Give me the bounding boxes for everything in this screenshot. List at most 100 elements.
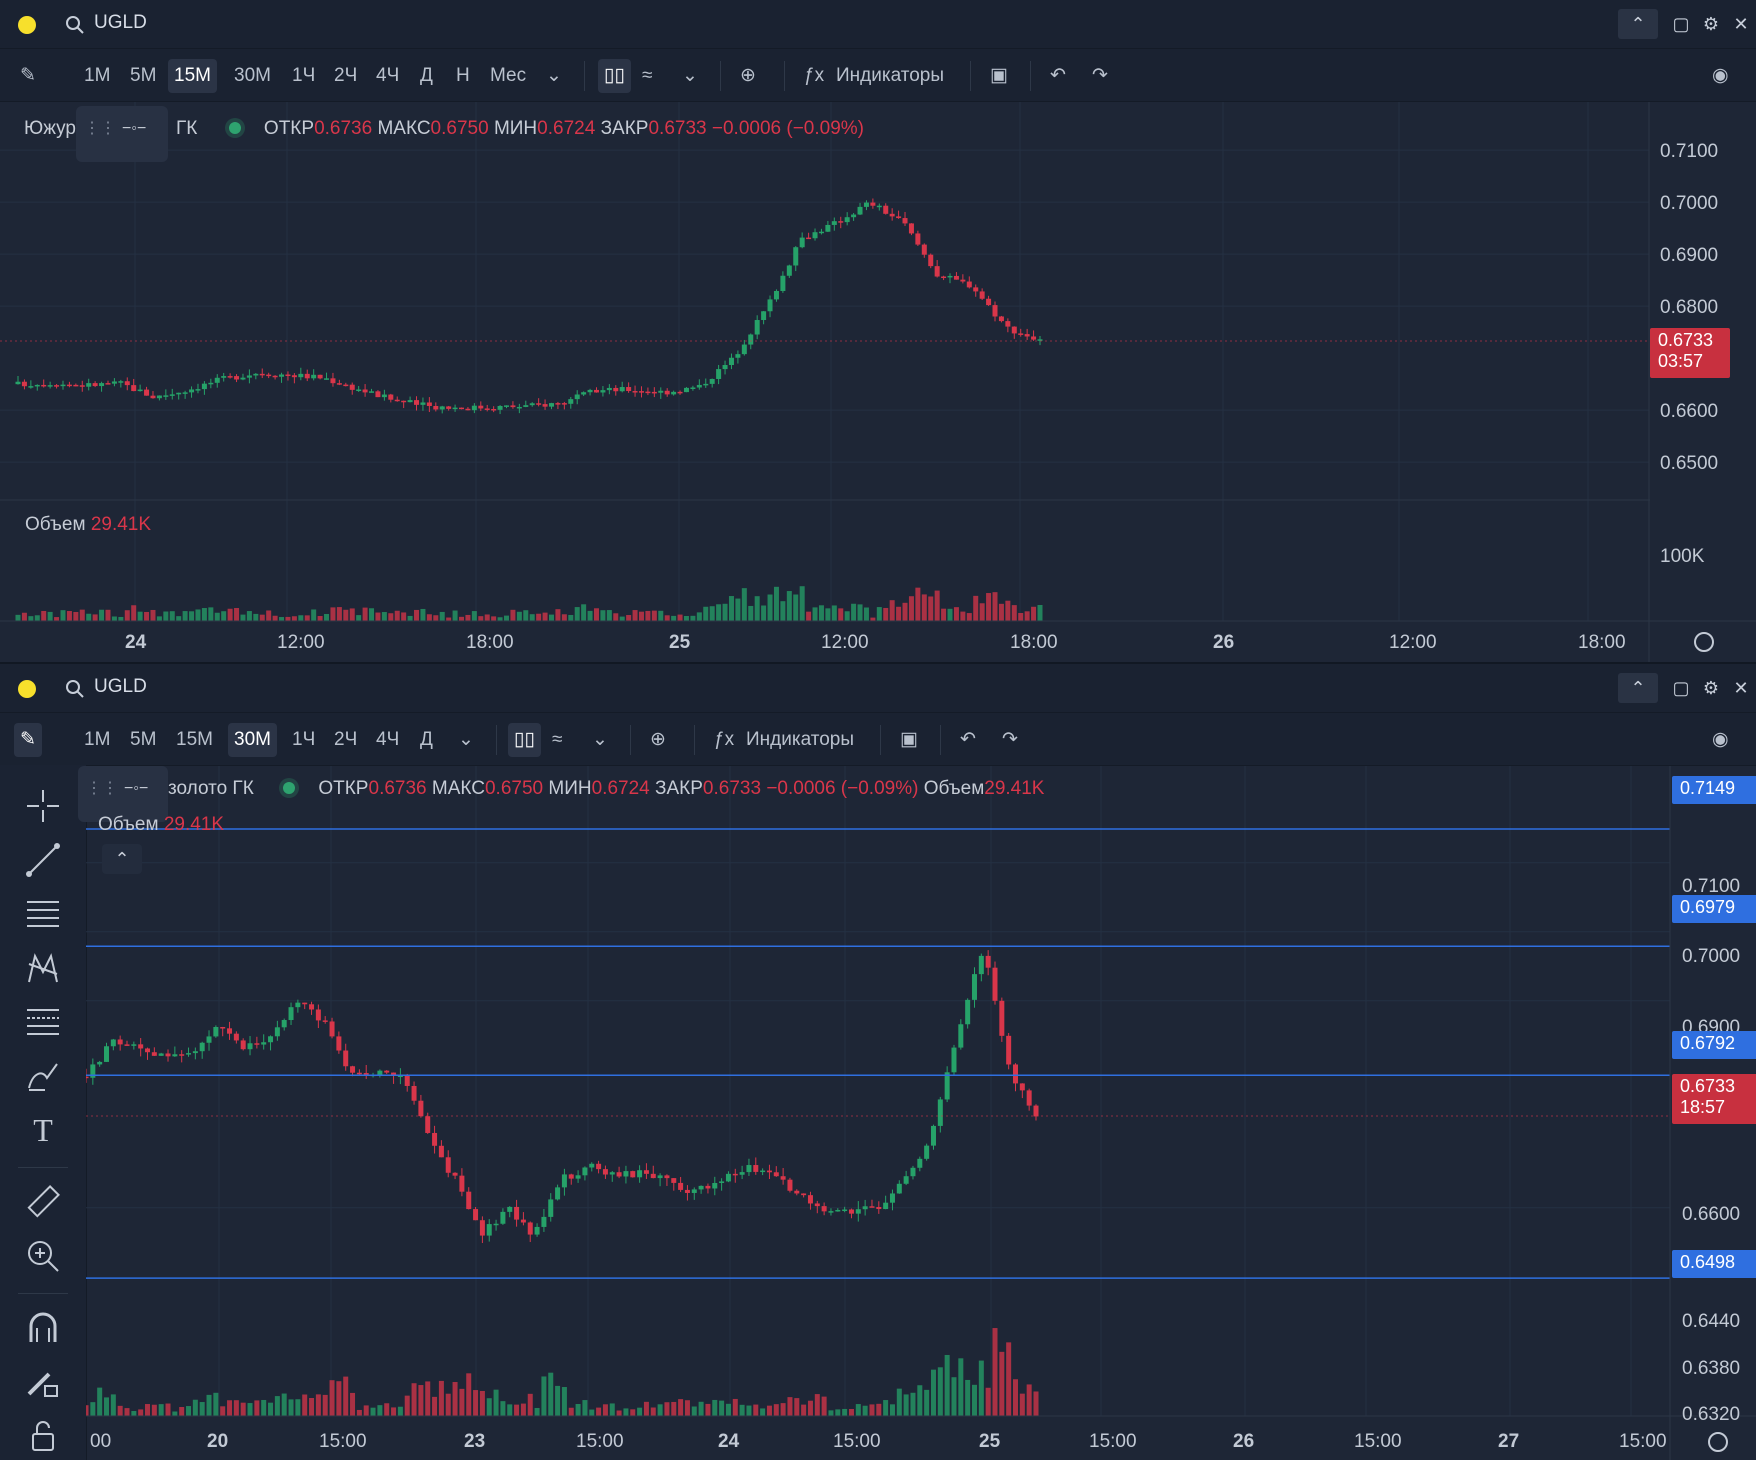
function-icon[interactable]: ƒx bbox=[714, 729, 735, 750]
candle-body bbox=[677, 391, 683, 394]
level-badge[interactable]: 0.7149 bbox=[1672, 776, 1756, 804]
collapse-icon[interactable]: ⌃ bbox=[1618, 9, 1658, 39]
time-tick: 23 bbox=[464, 1431, 485, 1452]
volume-bar bbox=[1026, 1384, 1032, 1416]
lock-drawing-icon[interactable] bbox=[22, 1361, 64, 1403]
settings-circle-icon[interactable] bbox=[1708, 1432, 1728, 1452]
maximize-icon[interactable]: ▢ bbox=[1672, 677, 1690, 698]
drag-handle-icon[interactable]: ⋮⋮ bbox=[84, 120, 116, 137]
undo-icon[interactable]: ↶ bbox=[960, 729, 976, 750]
volume-bar bbox=[683, 616, 689, 621]
brush-icon[interactable] bbox=[22, 1055, 64, 1097]
timeframe-1h[interactable]: 1Ч bbox=[292, 729, 316, 750]
candle-body bbox=[471, 405, 477, 411]
volume-bar bbox=[555, 609, 561, 621]
candle-body bbox=[104, 1046, 110, 1062]
add-circle-icon[interactable]: ⊕ bbox=[650, 729, 666, 750]
volume-bar bbox=[953, 607, 959, 621]
candle-body bbox=[825, 224, 831, 232]
timeframe-1m[interactable]: 1М bbox=[84, 65, 111, 86]
indicators-button[interactable]: Индикаторы bbox=[746, 729, 855, 750]
timeframe-2h[interactable]: 2Ч bbox=[334, 729, 358, 750]
close-icon[interactable]: ✕ bbox=[1733, 13, 1749, 34]
close-icon[interactable]: ✕ bbox=[1733, 677, 1749, 698]
magnet-icon[interactable] bbox=[22, 1307, 64, 1349]
camera-icon[interactable]: ◉ bbox=[1712, 65, 1729, 86]
chevron-down-icon[interactable]: ⌄ bbox=[546, 65, 562, 86]
maximize-icon[interactable]: ▢ bbox=[1672, 13, 1690, 34]
timeframe-day[interactable]: Д bbox=[420, 729, 433, 750]
text-tool-icon[interactable]: T bbox=[33, 1111, 53, 1148]
drag-handle-icon[interactable]: ⋮⋮ bbox=[86, 780, 118, 797]
add-circle-icon[interactable]: ⊕ bbox=[740, 65, 756, 86]
volume-bar bbox=[1037, 604, 1043, 621]
chevron-down-icon[interactable]: ⌄ bbox=[458, 729, 474, 750]
crosshair-icon[interactable] bbox=[22, 785, 64, 827]
eye-toggle-icon[interactable]: −◦− bbox=[124, 780, 149, 797]
redo-icon[interactable]: ↷ bbox=[1002, 729, 1018, 750]
candle-body bbox=[206, 1036, 212, 1043]
chevron-down-icon[interactable]: ⌄ bbox=[682, 65, 698, 86]
chevron-down-icon[interactable]: ⌄ bbox=[592, 729, 608, 750]
timeframe-2h[interactable]: 2Ч bbox=[334, 65, 358, 86]
candle-body bbox=[343, 384, 349, 387]
candle-body bbox=[288, 1007, 294, 1021]
pattern-icon[interactable] bbox=[22, 947, 64, 989]
unlock-icon[interactable] bbox=[22, 1415, 64, 1457]
timeframe-30m[interactable]: 30М bbox=[228, 723, 277, 757]
price-chart[interactable]: 0.7100 0.7000 0.6900 0.6600 0.6440 0.638… bbox=[86, 766, 1756, 1460]
camera-icon[interactable]: ◉ bbox=[1712, 729, 1729, 750]
undo-icon[interactable]: ↶ bbox=[1050, 65, 1066, 86]
level-badge[interactable]: 0.6792 bbox=[1672, 1031, 1756, 1059]
area-chart-icon[interactable]: ≈ bbox=[642, 65, 653, 86]
candles-icon[interactable]: ▯▯ bbox=[598, 59, 631, 93]
legend-handle[interactable]: ⋮⋮ −◦− bbox=[76, 106, 168, 162]
function-icon[interactable]: ƒx bbox=[804, 65, 825, 86]
timeframe-4h[interactable]: 4Ч bbox=[376, 65, 400, 86]
candle-body bbox=[780, 1176, 786, 1180]
timeframe-5m[interactable]: 5М bbox=[130, 65, 157, 86]
ruler-icon[interactable] bbox=[22, 1181, 64, 1223]
timeframe-month[interactable]: Мес bbox=[490, 65, 527, 86]
timeframe-15m[interactable]: 15М bbox=[168, 59, 217, 93]
gear-icon[interactable]: ⚙ bbox=[1702, 677, 1720, 698]
fib-retracement-icon[interactable] bbox=[22, 1001, 64, 1043]
close-value: 0.6733 bbox=[648, 118, 707, 139]
zoom-in-icon[interactable] bbox=[22, 1235, 64, 1277]
redo-icon[interactable]: ↷ bbox=[1092, 65, 1108, 86]
area-chart-icon[interactable]: ≈ bbox=[552, 729, 563, 750]
time-tick: 24 bbox=[718, 1431, 740, 1452]
level-badge[interactable]: 0.6979 bbox=[1672, 895, 1756, 923]
price-chart[interactable]: 0.7100 0.7000 0.6900 0.6800 0.6600 0.650… bbox=[0, 102, 1756, 662]
timeframe-day[interactable]: Д bbox=[420, 65, 433, 86]
volume-bar bbox=[28, 616, 34, 621]
eye-toggle-icon[interactable]: −◦− bbox=[122, 120, 147, 137]
settings-circle-icon[interactable] bbox=[1694, 632, 1714, 652]
trend-line-icon[interactable] bbox=[22, 839, 64, 881]
horizontal-lines-icon[interactable] bbox=[22, 893, 64, 935]
timeframe-week[interactable]: Н bbox=[456, 65, 470, 86]
collapse-icon[interactable]: ⌃ bbox=[1618, 673, 1658, 703]
gear-icon[interactable]: ⚙ bbox=[1702, 13, 1720, 34]
ticker-symbol[interactable]: UGLD bbox=[94, 12, 147, 33]
timeframe-4h[interactable]: 4Ч bbox=[376, 729, 400, 750]
timeframe-15m[interactable]: 15М bbox=[176, 729, 213, 750]
candle-body bbox=[1031, 336, 1037, 340]
ticker-symbol[interactable]: UGLD bbox=[94, 676, 147, 697]
timeframe-1h[interactable]: 1Ч bbox=[292, 65, 316, 86]
timeframe-5m[interactable]: 5М bbox=[130, 729, 157, 750]
timeframe-30m[interactable]: 30М bbox=[234, 65, 271, 86]
pencil-icon[interactable]: ✎ bbox=[20, 65, 36, 86]
timeframe-1m[interactable]: 1М bbox=[84, 729, 111, 750]
search-icon[interactable] bbox=[64, 678, 86, 700]
layout-grid-icon[interactable]: ▣ bbox=[900, 729, 918, 750]
pencil-icon[interactable]: ✎ bbox=[14, 723, 42, 757]
level-badge[interactable]: 0.6498 bbox=[1672, 1250, 1756, 1278]
layout-grid-icon[interactable]: ▣ bbox=[990, 65, 1008, 86]
candles-icon[interactable]: ▯▯ bbox=[508, 723, 541, 757]
candle-body bbox=[555, 403, 561, 405]
legend-handle[interactable]: ⋮⋮ −◦− bbox=[78, 766, 168, 822]
collapse-legend-icon[interactable]: ⌃ bbox=[102, 844, 142, 874]
search-icon[interactable] bbox=[64, 14, 86, 36]
indicators-button[interactable]: Индикаторы bbox=[836, 65, 945, 86]
